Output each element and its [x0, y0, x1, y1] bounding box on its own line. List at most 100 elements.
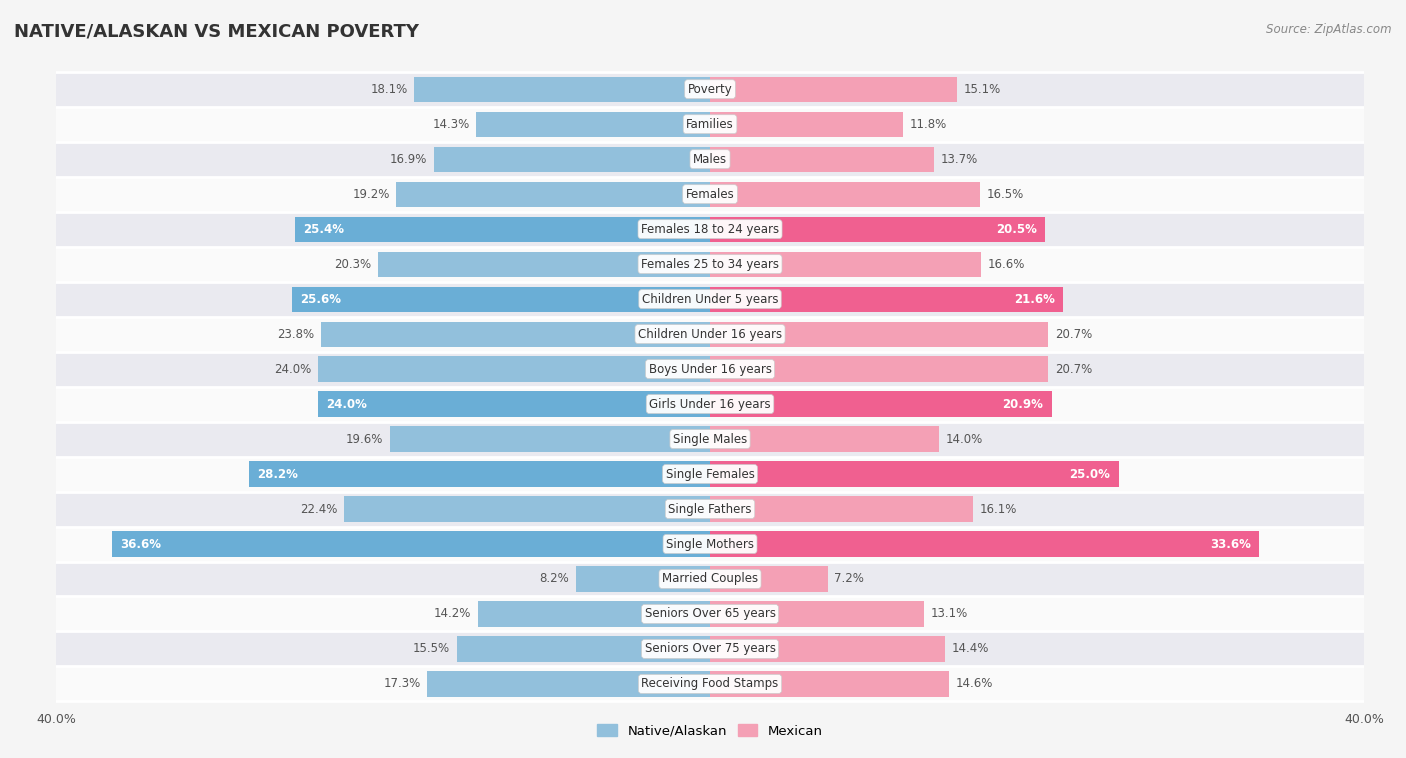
- Bar: [56, 246, 1364, 282]
- Bar: [291, 287, 710, 312]
- Text: 20.3%: 20.3%: [335, 258, 371, 271]
- Bar: [457, 637, 710, 662]
- Text: 16.1%: 16.1%: [980, 503, 1017, 515]
- Text: Males: Males: [693, 152, 727, 166]
- Bar: [295, 217, 710, 242]
- Bar: [710, 146, 934, 172]
- Bar: [56, 456, 1364, 491]
- Bar: [710, 427, 939, 452]
- Text: 20.5%: 20.5%: [995, 223, 1038, 236]
- Bar: [710, 566, 828, 591]
- Text: Children Under 16 years: Children Under 16 years: [638, 327, 782, 340]
- Text: 11.8%: 11.8%: [910, 117, 946, 130]
- Text: 23.8%: 23.8%: [277, 327, 315, 340]
- Text: 7.2%: 7.2%: [834, 572, 865, 585]
- Text: 14.4%: 14.4%: [952, 643, 990, 656]
- Text: 14.2%: 14.2%: [434, 607, 471, 621]
- Bar: [710, 111, 903, 136]
- Bar: [710, 77, 957, 102]
- Text: Poverty: Poverty: [688, 83, 733, 96]
- Bar: [56, 317, 1364, 352]
- Text: Boys Under 16 years: Boys Under 16 years: [648, 362, 772, 375]
- Bar: [427, 672, 710, 697]
- Bar: [710, 391, 1052, 417]
- Text: Single Mothers: Single Mothers: [666, 537, 754, 550]
- Bar: [415, 77, 710, 102]
- Text: 25.6%: 25.6%: [299, 293, 340, 305]
- Text: 19.6%: 19.6%: [346, 433, 382, 446]
- Text: Females 25 to 34 years: Females 25 to 34 years: [641, 258, 779, 271]
- Text: 20.9%: 20.9%: [1002, 398, 1043, 411]
- Text: Married Couples: Married Couples: [662, 572, 758, 585]
- Bar: [56, 562, 1364, 597]
- Text: 33.6%: 33.6%: [1211, 537, 1251, 550]
- Bar: [249, 462, 710, 487]
- Bar: [389, 427, 710, 452]
- Bar: [56, 631, 1364, 666]
- Text: 22.4%: 22.4%: [299, 503, 337, 515]
- Text: Females 18 to 24 years: Females 18 to 24 years: [641, 223, 779, 236]
- Bar: [56, 107, 1364, 142]
- Bar: [56, 597, 1364, 631]
- Bar: [576, 566, 710, 591]
- Bar: [56, 527, 1364, 562]
- Text: 18.1%: 18.1%: [370, 83, 408, 96]
- Bar: [56, 666, 1364, 701]
- Bar: [56, 352, 1364, 387]
- Text: 8.2%: 8.2%: [540, 572, 569, 585]
- Bar: [112, 531, 710, 556]
- Bar: [318, 391, 710, 417]
- Bar: [710, 531, 1260, 556]
- Bar: [710, 637, 945, 662]
- Bar: [710, 182, 980, 207]
- Bar: [710, 287, 1063, 312]
- Bar: [710, 496, 973, 522]
- Text: 24.0%: 24.0%: [274, 362, 311, 375]
- Text: Single Males: Single Males: [673, 433, 747, 446]
- Text: 20.7%: 20.7%: [1054, 327, 1092, 340]
- Text: 14.3%: 14.3%: [433, 117, 470, 130]
- Text: Families: Families: [686, 117, 734, 130]
- Text: Source: ZipAtlas.com: Source: ZipAtlas.com: [1267, 23, 1392, 36]
- Bar: [710, 462, 1119, 487]
- Text: 16.6%: 16.6%: [988, 258, 1025, 271]
- Bar: [477, 111, 710, 136]
- Bar: [321, 321, 710, 346]
- Text: Single Females: Single Females: [665, 468, 755, 481]
- Bar: [56, 491, 1364, 527]
- Text: Seniors Over 65 years: Seniors Over 65 years: [644, 607, 776, 621]
- Bar: [710, 356, 1049, 382]
- Legend: Native/Alaskan, Mexican: Native/Alaskan, Mexican: [592, 719, 828, 743]
- Text: 16.5%: 16.5%: [986, 188, 1024, 201]
- Text: 14.6%: 14.6%: [955, 678, 993, 691]
- Bar: [478, 601, 710, 627]
- Bar: [56, 421, 1364, 456]
- Bar: [710, 252, 981, 277]
- Bar: [318, 356, 710, 382]
- Text: 25.0%: 25.0%: [1070, 468, 1111, 481]
- Text: Children Under 5 years: Children Under 5 years: [641, 293, 779, 305]
- Text: 21.6%: 21.6%: [1014, 293, 1054, 305]
- Text: 15.5%: 15.5%: [413, 643, 450, 656]
- Bar: [710, 672, 949, 697]
- Text: 16.9%: 16.9%: [389, 152, 427, 166]
- Bar: [434, 146, 710, 172]
- Bar: [56, 142, 1364, 177]
- Bar: [56, 177, 1364, 211]
- Text: 14.0%: 14.0%: [945, 433, 983, 446]
- Bar: [710, 321, 1049, 346]
- Text: 25.4%: 25.4%: [304, 223, 344, 236]
- Text: 13.1%: 13.1%: [931, 607, 967, 621]
- Text: 28.2%: 28.2%: [257, 468, 298, 481]
- Text: Single Fathers: Single Fathers: [668, 503, 752, 515]
- Text: Seniors Over 75 years: Seniors Over 75 years: [644, 643, 776, 656]
- Text: NATIVE/ALASKAN VS MEXICAN POVERTY: NATIVE/ALASKAN VS MEXICAN POVERTY: [14, 23, 419, 41]
- Text: Females: Females: [686, 188, 734, 201]
- Bar: [378, 252, 710, 277]
- Bar: [710, 217, 1045, 242]
- Text: Girls Under 16 years: Girls Under 16 years: [650, 398, 770, 411]
- Text: 13.7%: 13.7%: [941, 152, 977, 166]
- Bar: [396, 182, 710, 207]
- Bar: [710, 601, 924, 627]
- Text: Receiving Food Stamps: Receiving Food Stamps: [641, 678, 779, 691]
